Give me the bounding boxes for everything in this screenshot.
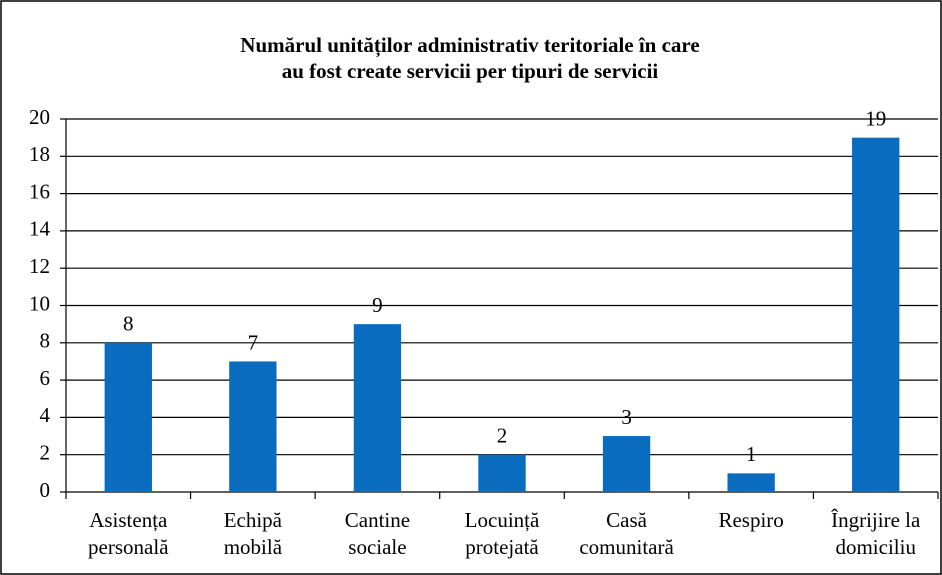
value-label: 8 xyxy=(123,312,134,336)
x-tick-label: mobilă xyxy=(224,535,283,559)
x-tick-label: Asistența xyxy=(89,508,168,532)
y-tick-label: 18 xyxy=(29,142,50,166)
y-tick-label: 8 xyxy=(40,329,51,353)
x-tick-label: sociale xyxy=(348,535,406,559)
x-tick-label: Îngrijire la xyxy=(831,508,921,532)
y-tick-label: 6 xyxy=(40,366,51,390)
value-label: 19 xyxy=(865,106,886,130)
chart-title: au fost create servicii per tipuri de se… xyxy=(282,59,659,83)
value-label: 3 xyxy=(621,405,632,429)
bar xyxy=(852,137,900,492)
x-tick-label: Respiro xyxy=(718,508,783,532)
x-tick-label: Casă xyxy=(606,508,648,532)
bar xyxy=(478,454,526,492)
bar xyxy=(602,436,651,492)
y-tick-label: 20 xyxy=(29,105,50,129)
y-tick-label: 16 xyxy=(29,179,50,203)
y-tick-label: 14 xyxy=(29,217,51,241)
y-tick-label: 10 xyxy=(29,291,50,315)
x-tick-label: Echipă xyxy=(224,508,283,532)
y-tick-label: 0 xyxy=(40,478,51,502)
bar xyxy=(104,342,152,492)
chart-title: Numărul unităților administrativ teritor… xyxy=(240,33,699,58)
value-label: 1 xyxy=(746,442,757,466)
y-tick-label: 4 xyxy=(40,403,51,427)
value-label: 9 xyxy=(372,293,383,317)
bar xyxy=(353,324,402,492)
bar xyxy=(727,473,775,492)
x-tick-label: personală xyxy=(88,535,169,559)
bar xyxy=(229,361,277,492)
y-tick-label: 12 xyxy=(29,254,50,278)
x-tick-label: domiciliu xyxy=(835,535,916,559)
value-label: 2 xyxy=(497,424,508,448)
x-tick-label: protejată xyxy=(465,535,539,559)
y-tick-label: 2 xyxy=(40,441,51,465)
x-tick-label: Cantine xyxy=(345,508,410,532)
value-label: 7 xyxy=(248,330,259,354)
x-tick-label: comunitară xyxy=(579,535,674,559)
x-tick-label: Locuință xyxy=(465,508,540,532)
